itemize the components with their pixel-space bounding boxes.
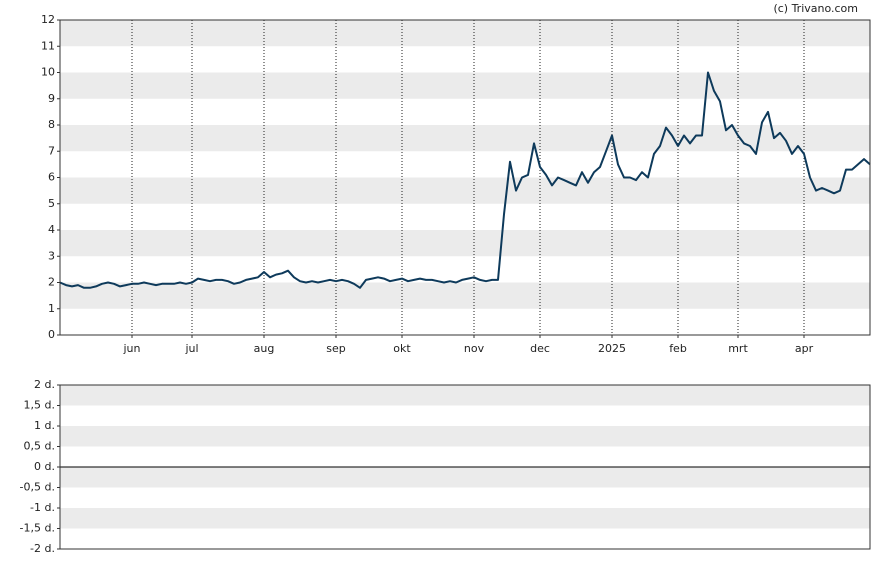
x-tick-label: jul <box>184 342 198 355</box>
x-tick-label: mrt <box>728 342 748 355</box>
x-tick-label: aug <box>254 342 275 355</box>
grid-band <box>60 385 870 406</box>
grid-band <box>60 125 870 152</box>
grid-band <box>60 72 870 99</box>
x-tick-label: feb <box>669 342 687 355</box>
x-tick-label: dec <box>530 342 550 355</box>
x-tick-label: jun <box>123 342 141 355</box>
y-tick-label: 11 <box>41 39 55 52</box>
x-tick-label: okt <box>393 342 411 355</box>
y-tick-label: -1 d. <box>30 501 55 514</box>
y-tick-label: 2 d. <box>34 378 55 391</box>
y-tick-label: 9 <box>48 92 55 105</box>
y-tick-label: 10 <box>41 66 55 79</box>
y-tick-label: -1,5 d. <box>20 522 55 535</box>
y-tick-label: 12 <box>41 13 55 26</box>
y-tick-label: 1 <box>48 302 55 315</box>
y-tick-label: -0,5 d. <box>20 481 55 494</box>
grid-band <box>60 20 870 47</box>
y-tick-label: 7 <box>48 144 55 157</box>
grid-band <box>60 282 870 309</box>
grid-band <box>60 508 870 529</box>
x-tick-label: 2025 <box>598 342 626 355</box>
y-tick-label: 0 <box>48 328 55 341</box>
grid-band <box>60 230 870 257</box>
y-tick-label: 8 <box>48 118 55 131</box>
grid-band <box>60 426 870 447</box>
y-tick-label: 0,5 d. <box>24 440 55 453</box>
y-tick-label: 1,5 d. <box>24 399 55 412</box>
x-tick-label: apr <box>795 342 814 355</box>
y-tick-label: 6 <box>48 171 55 184</box>
plot-frame <box>59 384 871 550</box>
grid-band <box>60 467 870 488</box>
y-tick-label: -2 d. <box>30 542 55 555</box>
credit: (c) Trivano.com <box>773 2 858 15</box>
plot-frame <box>59 19 871 336</box>
y-tick-label: 1 d. <box>34 419 55 432</box>
price-line <box>59 71 871 289</box>
y-tick-label: 4 <box>48 223 55 236</box>
x-tick-label: nov <box>464 342 485 355</box>
y-tick-label: 0 d. <box>34 460 55 473</box>
y-tick-label: 2 <box>48 276 55 289</box>
y-tick-label: 5 <box>48 197 55 210</box>
grid-band <box>60 177 870 204</box>
y-tick-label: 3 <box>48 249 55 262</box>
x-tick-label: sep <box>326 342 345 355</box>
